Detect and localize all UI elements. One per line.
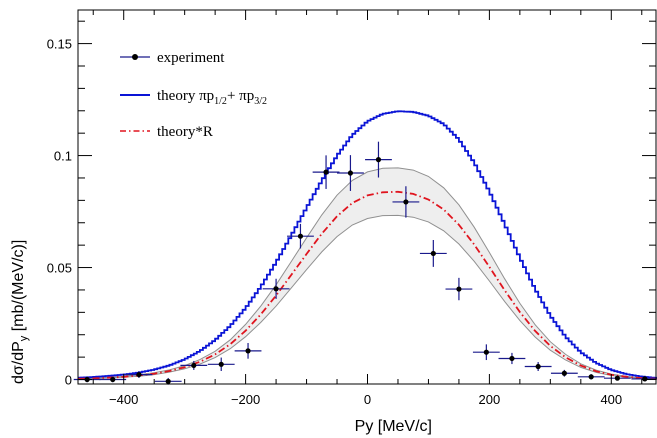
axis-titles: Py [MeV/c] dσ/dPy [mb/(MeV/c)] <box>10 240 432 435</box>
legend-experiment-label: experiment <box>157 50 225 66</box>
experiment-point <box>218 361 224 367</box>
experiment-point <box>588 374 594 380</box>
experiment-point <box>375 157 382 163</box>
experiment-point <box>273 286 279 292</box>
experiment-point <box>136 371 142 378</box>
experiment-point <box>430 250 436 257</box>
x-tick-label: 400 <box>600 392 622 407</box>
legend-theory-label: theory πp1/2+ πp3/2 <box>157 88 267 107</box>
x-axis-title: Py [MeV/c] <box>355 418 432 435</box>
experiment-point <box>245 348 251 354</box>
experiment-points <box>73 141 657 385</box>
experiment-point <box>403 199 409 205</box>
experiment-point <box>509 355 515 362</box>
experiment-point <box>456 286 462 292</box>
experiment-point <box>323 169 329 175</box>
x-tick-label: 0 <box>364 392 371 407</box>
theory-r-curve <box>77 190 657 380</box>
x-tick-label: 200 <box>479 392 501 407</box>
legend-experiment-marker <box>132 54 138 60</box>
experiment-point <box>297 233 304 239</box>
theory-curves <box>77 110 657 380</box>
experiment-point <box>110 376 116 383</box>
band-lower-line <box>77 214 657 380</box>
experiment-point <box>561 370 567 376</box>
legend: experiment theory πp1/2+ πp3/2 theory*R <box>120 50 267 140</box>
theory-curve <box>78 110 657 379</box>
y-tick-label: 0.15 <box>47 37 72 52</box>
experiment-point <box>191 362 197 369</box>
experiment-point <box>614 375 620 381</box>
axes: −400 −200 0 200 400 0 0.05 0.1 0.15 <box>47 9 657 407</box>
band-upper-line <box>77 167 657 380</box>
experiment-point <box>642 376 648 382</box>
x-tick-label: −400 <box>109 392 138 407</box>
band-fill <box>78 167 657 380</box>
experiment-point <box>483 349 489 355</box>
x-tick-label: −200 <box>231 392 260 407</box>
experiment-point <box>535 363 541 370</box>
systematic-band <box>77 167 657 380</box>
y-tick-label: 0.1 <box>54 149 72 164</box>
y-tick-label: 0 <box>65 373 72 388</box>
experiment-point <box>165 378 171 384</box>
experiment-point <box>347 170 354 176</box>
legend-theory-r-label: theory*R <box>157 124 213 140</box>
y-axis-title: dσ/dPy [mb/(MeV/c)] <box>10 240 30 384</box>
y-tick-label: 0.05 <box>47 261 72 276</box>
